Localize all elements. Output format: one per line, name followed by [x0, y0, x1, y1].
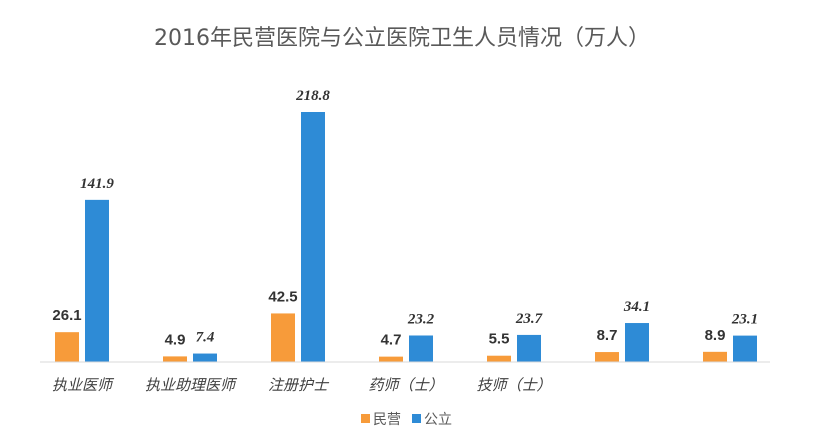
category-label-1: 执业助理医师 [145, 376, 238, 394]
bar-private-2 [271, 313, 295, 362]
bar-public-1 [193, 353, 217, 362]
category-label-3: 药师（士） [368, 376, 443, 394]
bar-public-0 [85, 199, 109, 362]
data-label-private-0: 26.1 [52, 307, 81, 324]
bar-private-1 [163, 356, 187, 362]
category-label-2: 注册护士 [268, 376, 330, 394]
data-label-public-2: 218.8 [295, 88, 330, 104]
legend: 民营 公立 [361, 412, 452, 428]
data-label-private-1: 4.9 [165, 331, 186, 348]
bar-public-2 [301, 112, 325, 362]
data-label-private-6: 8.9 [705, 327, 726, 344]
legend-swatch-private [361, 414, 370, 423]
chart-title: 2016年民营医院与公立医院卫生人员情况（万人） [154, 26, 650, 51]
legend-label-private: 民营 [373, 412, 401, 428]
data-label-public-4: 23.7 [515, 311, 543, 327]
data-label-public-6: 23.1 [731, 312, 758, 328]
bar-public-4 [517, 334, 541, 362]
category-label-0: 执业医师 [52, 376, 115, 394]
legend-swatch-public [412, 414, 421, 423]
bar-private-4 [487, 355, 511, 362]
bar-private-6 [703, 351, 727, 362]
category-labels-group: 执业医师 执业助理医师 注册护士 药师（士） 技师（士） [52, 376, 552, 394]
bar-private-3 [379, 356, 403, 362]
bar-public-5 [625, 323, 649, 362]
bar-public-6 [733, 335, 757, 362]
data-label-private-3: 4.7 [381, 332, 402, 349]
bar-private-0 [55, 332, 79, 362]
data-label-private-2: 42.5 [268, 288, 297, 305]
data-label-public-0: 141.9 [80, 176, 114, 192]
data-label-public-5: 34.1 [623, 299, 650, 315]
bar-public-3 [409, 335, 433, 362]
bar-private-5 [595, 352, 619, 362]
data-labels-group: 26.1 141.9 4.9 7.4 42.5 218.8 4.7 23.2 5.5 23.7 8.… [52, 88, 758, 349]
category-label-4: 技师（士） [476, 376, 551, 394]
data-label-public-3: 23.2 [407, 311, 435, 327]
data-label-private-5: 8.7 [597, 327, 618, 344]
legend-label-public: 公立 [424, 412, 452, 428]
data-label-private-4: 5.5 [489, 331, 510, 348]
bars-group [55, 112, 757, 362]
data-label-public-1: 7.4 [196, 330, 215, 346]
